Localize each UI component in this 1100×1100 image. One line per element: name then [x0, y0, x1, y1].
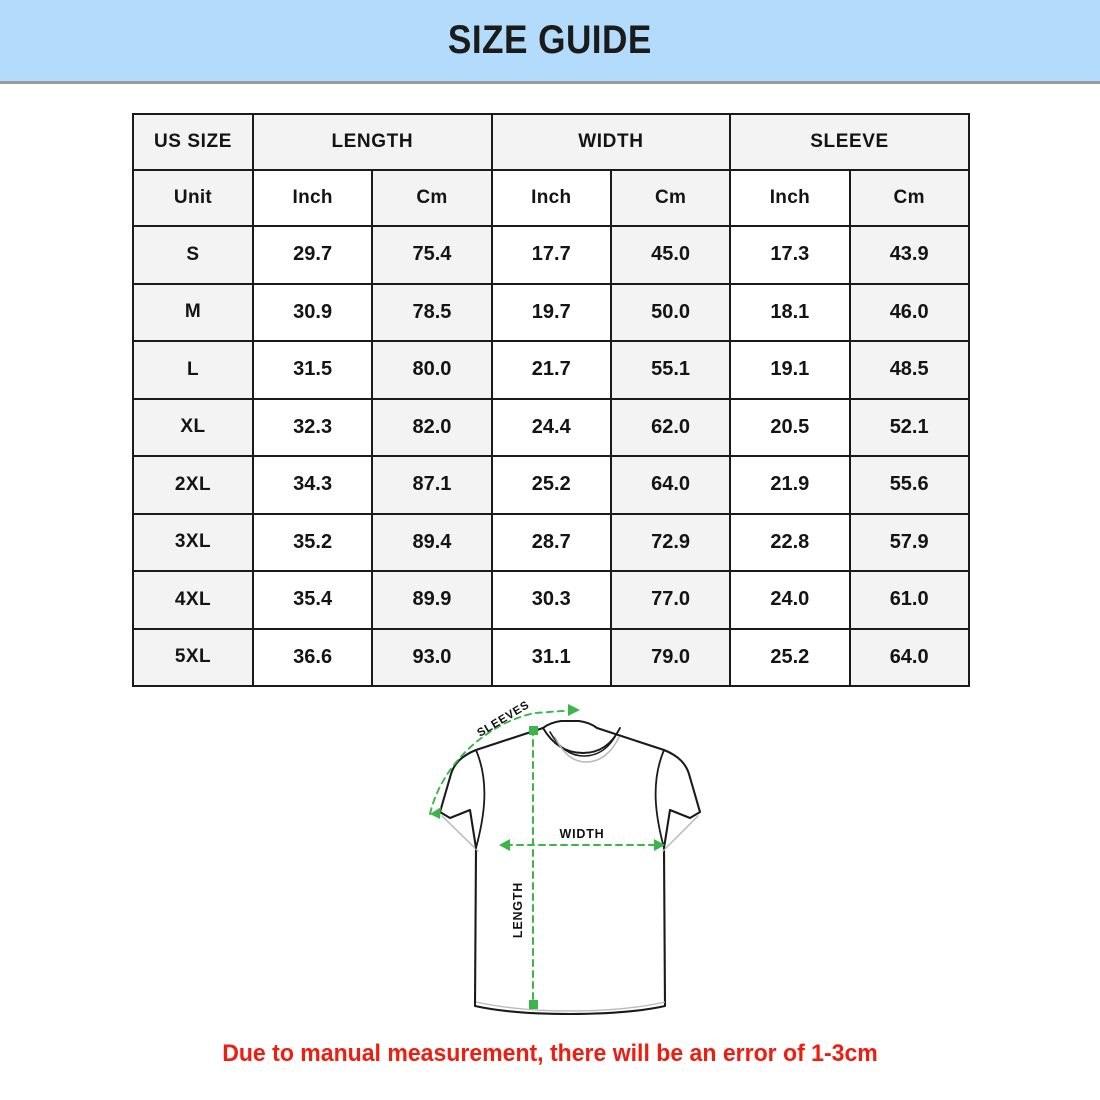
cell-length-cm: 80.0: [371, 340, 493, 400]
unit-cell-length-inch: Inch: [251, 169, 374, 227]
cell-length-inch: 35.2: [251, 512, 374, 572]
sleeves-guide-line: [429, 709, 577, 815]
cell-size: L: [132, 340, 254, 400]
width-arrow-left: [499, 839, 510, 851]
cell-length-cm: 75.4: [371, 225, 493, 285]
table-unit-row: Unit Inch Cm Inch Cm Inch Cm: [132, 169, 970, 227]
tshirt-shoulder-seams: [475, 749, 665, 849]
cell-size: XL: [132, 397, 254, 457]
cell-sleeve-cm: 52.1: [848, 397, 970, 457]
cell-length-inch: 35.4: [251, 570, 374, 630]
cell-sleeve-cm: 43.9: [848, 225, 970, 285]
sleeves-arrow-right: [568, 704, 580, 716]
cell-length-inch: 32.3: [251, 397, 374, 457]
cell-sleeve-inch: 20.5: [729, 397, 851, 457]
table-row: 4XL 35.4 89.9 30.3 77.0 24.0 61.0: [132, 570, 970, 630]
cell-length-inch: 36.6: [251, 627, 374, 687]
cell-width-cm: 62.0: [609, 397, 732, 457]
unit-cell-width-cm: Cm: [609, 169, 732, 227]
cell-width-cm: 55.1: [609, 340, 732, 400]
cell-width-inch: 21.7: [490, 340, 612, 400]
cell-length-cm: 87.1: [371, 455, 493, 515]
cell-width-cm: 50.0: [609, 282, 732, 342]
unit-cell-unit: Unit: [132, 169, 254, 227]
unit-cell-sleeve-cm: Cm: [848, 169, 970, 227]
cell-width-inch: 30.3: [490, 570, 612, 630]
cell-length-inch: 29.7: [251, 225, 374, 285]
measurement-disclaimer: Due to manual measurement, there will be…: [222, 1040, 878, 1067]
cell-width-cm: 45.0: [609, 225, 732, 285]
width-arrow-right: [654, 839, 665, 851]
tshirt-bottom-hem: [475, 1001, 666, 1012]
table-row: L 31.5 80.0 21.7 55.1 19.1 48.5: [132, 340, 970, 400]
group-header-us-size: US SIZE: [132, 113, 254, 171]
cell-length-cm: 89.4: [371, 512, 493, 572]
cell-width-inch: 17.7: [490, 225, 612, 285]
cell-length-cm: 93.0: [371, 627, 493, 687]
cell-sleeve-inch: 22.8: [729, 512, 851, 572]
cell-width-cm: 77.0: [609, 570, 732, 630]
cell-width-cm: 64.0: [609, 455, 732, 515]
page-header-banner: SIZE GUIDE: [0, 0, 1100, 84]
cell-sleeve-inch: 25.2: [729, 627, 851, 687]
cell-width-inch: 28.7: [490, 512, 612, 572]
table-group-header-row: US SIZE LENGTH WIDTH SLEEVE: [132, 113, 970, 171]
cell-sleeve-cm: 64.0: [848, 627, 970, 687]
cell-length-cm: 89.9: [371, 570, 493, 630]
table-row: 5XL 36.6 93.0 31.1 79.0 25.2 64.0: [132, 627, 970, 687]
cell-sleeve-inch: 17.3: [729, 225, 851, 285]
tshirt-measurement-diagram: SLEEVES WIDTH LENGTH: [398, 688, 742, 1033]
cell-length-inch: 30.9: [251, 282, 374, 342]
cell-width-inch: 24.4: [490, 397, 612, 457]
table-row: 3XL 35.2 89.4 28.7 72.9 22.8 57.9: [132, 512, 970, 572]
cell-sleeve-cm: 57.9: [848, 512, 970, 572]
group-header-sleeve: SLEEVE: [729, 113, 970, 171]
cell-width-inch: 31.1: [490, 627, 612, 687]
cell-size: 2XL: [132, 455, 254, 515]
cell-sleeve-cm: 55.6: [848, 455, 970, 515]
width-label: WIDTH: [560, 827, 605, 841]
cell-sleeve-inch: 21.9: [729, 455, 851, 515]
cell-sleeve-inch: 18.1: [729, 282, 851, 342]
unit-cell-width-inch: Inch: [490, 169, 612, 227]
tshirt-outline: [438, 719, 702, 1016]
group-header-width: WIDTH: [490, 113, 732, 171]
tshirt-collar-shadow: [554, 736, 620, 763]
table-row: XL 32.3 82.0 24.4 62.0 20.5 52.1: [132, 397, 970, 457]
page-title: SIZE GUIDE: [448, 18, 652, 62]
unit-cell-length-cm: Cm: [371, 169, 493, 227]
cell-width-cm: 72.9: [609, 512, 732, 572]
table-row: S 29.7 75.4 17.7 45.0 17.3 43.9: [132, 225, 970, 285]
cell-size: 4XL: [132, 570, 254, 630]
sleeves-arrow-left: [430, 807, 441, 819]
cell-size: M: [132, 282, 254, 342]
length-label: LENGTH: [511, 882, 525, 938]
cell-sleeve-inch: 19.1: [729, 340, 851, 400]
cell-sleeve-inch: 24.0: [729, 570, 851, 630]
cell-sleeve-cm: 46.0: [848, 282, 970, 342]
tshirt-sleeve-hems: [441, 815, 699, 852]
cell-length-cm: 78.5: [371, 282, 493, 342]
cell-length-inch: 34.3: [251, 455, 374, 515]
cell-size: 5XL: [132, 627, 254, 687]
cell-size: S: [132, 225, 254, 285]
cell-width-inch: 19.7: [490, 282, 612, 342]
length-arrow-bottom: [529, 1000, 538, 1009]
size-table-container: US SIZE LENGTH WIDTH SLEEVE Unit Inch Cm…: [132, 113, 970, 687]
cell-sleeve-cm: 61.0: [848, 570, 970, 630]
table-row: M 30.9 78.5 19.7 50.0 18.1 46.0: [132, 282, 970, 342]
size-guide-table: US SIZE LENGTH WIDTH SLEEVE Unit Inch Cm…: [132, 113, 970, 687]
cell-width-cm: 79.0: [609, 627, 732, 687]
length-arrow-top: [529, 726, 538, 735]
group-header-length: LENGTH: [252, 113, 493, 171]
table-row: 2XL 34.3 87.1 25.2 64.0 21.9 55.6: [132, 455, 970, 515]
cell-length-inch: 31.5: [251, 340, 374, 400]
cell-length-cm: 82.0: [371, 397, 493, 457]
cell-sleeve-cm: 48.5: [848, 340, 970, 400]
unit-cell-sleeve-inch: Inch: [729, 169, 851, 227]
cell-width-inch: 25.2: [490, 455, 612, 515]
cell-size: 3XL: [132, 512, 254, 572]
